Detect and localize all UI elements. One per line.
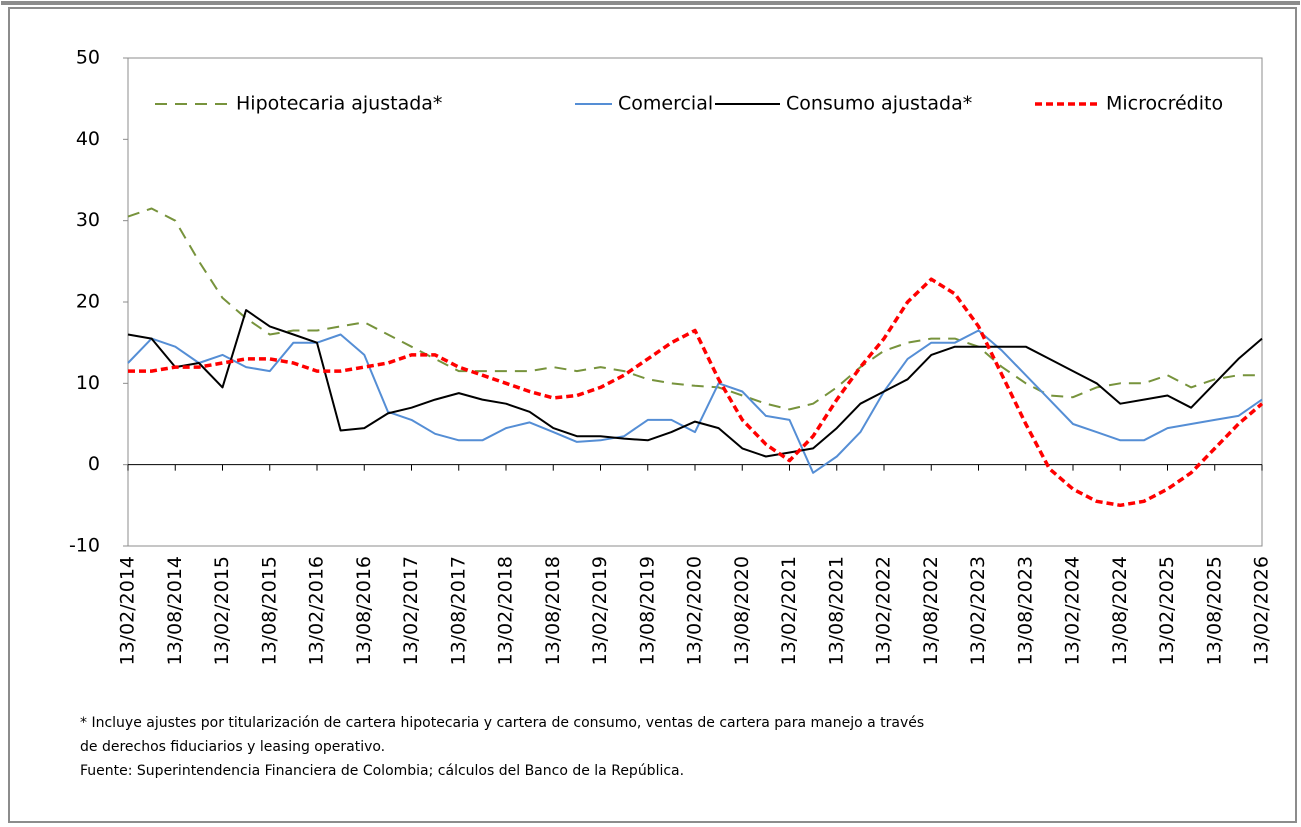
x-tick-label: 13/02/2025 — [1156, 556, 1178, 666]
y-tick-label: 50 — [76, 47, 100, 69]
x-tick-label: 13/08/2021 — [825, 556, 847, 666]
x-tick-label: 13/02/2022 — [873, 556, 895, 666]
y-tick-label: 0 — [88, 453, 100, 475]
frame — [8, 7, 1297, 823]
footnote: * Incluye ajustes por titularización de … — [80, 715, 924, 731]
x-tick-label: 13/08/2018 — [542, 556, 564, 666]
y-tick-label: 20 — [76, 291, 100, 313]
x-tick-label: 13/08/2019 — [636, 556, 658, 666]
legend-label: Comercial — [618, 93, 713, 115]
y-tick-label: 40 — [76, 128, 100, 150]
x-tick-label: 13/08/2024 — [1109, 556, 1131, 666]
x-tick-label: 13/02/2017 — [400, 556, 422, 666]
x-tick-label: 13/02/2023 — [967, 556, 989, 666]
x-tick-label: 13/02/2015 — [211, 556, 233, 666]
footnote: de derechos fiduciarios y leasing operat… — [80, 739, 385, 755]
y-tick-label: 30 — [76, 209, 100, 231]
legend-label: Consumo ajustada* — [786, 93, 972, 115]
x-tick-label: 13/08/2015 — [258, 556, 280, 666]
y-tick-label: 10 — [76, 372, 100, 394]
x-tick-label: 13/08/2025 — [1203, 556, 1225, 666]
x-tick-label: 13/02/2026 — [1251, 556, 1273, 666]
x-tick-label: 13/08/2020 — [731, 556, 753, 666]
x-tick-label: 13/02/2014 — [117, 556, 139, 666]
x-tick-label: 13/02/2019 — [589, 556, 611, 666]
footnote: Fuente: Superintendencia Financiera de C… — [80, 763, 684, 779]
x-tick-label: 13/02/2018 — [495, 556, 517, 666]
y-tick-label: -10 — [69, 535, 100, 557]
top-bar — [1, 1, 1300, 5]
x-tick-label: 13/02/2024 — [1062, 556, 1084, 666]
x-tick-label: 13/08/2022 — [920, 556, 942, 666]
x-tick-label: 13/02/2016 — [306, 556, 328, 666]
series-line — [128, 277, 1264, 508]
x-tick-label: 13/08/2023 — [1014, 556, 1036, 666]
legend-label: Microcrédito — [1106, 93, 1223, 115]
series-line — [127, 309, 1263, 458]
x-tick-label: 13/08/2014 — [164, 556, 186, 666]
x-tick-label: 13/08/2017 — [447, 556, 469, 666]
legend-label: Hipotecaria ajustada* — [236, 93, 442, 115]
x-tick-label: 13/02/2020 — [684, 556, 706, 666]
x-tick-label: 13/02/2021 — [778, 556, 800, 666]
series-line — [127, 207, 1262, 411]
x-tick-label: 13/08/2016 — [353, 556, 375, 666]
